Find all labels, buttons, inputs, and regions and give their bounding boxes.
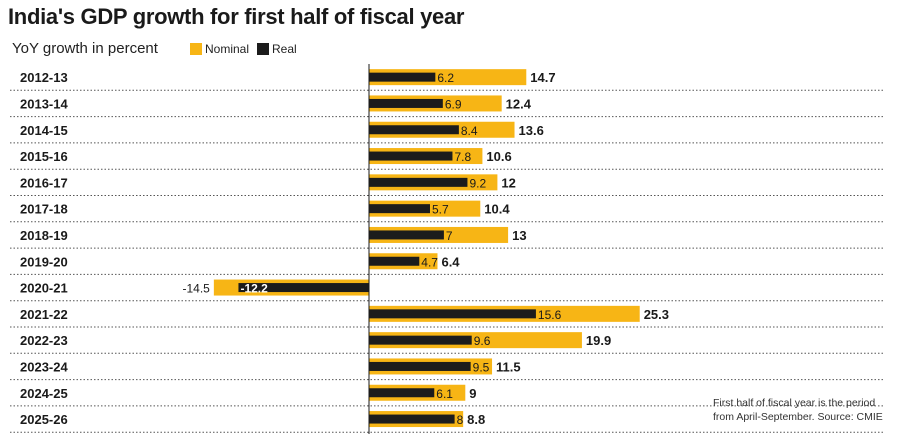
data-label-nominal: 25.3	[644, 307, 669, 322]
category-label: 2022-23	[20, 333, 68, 348]
bar-real	[369, 335, 472, 345]
legend-label-real: Real	[272, 42, 297, 56]
chart-title: India's GDP growth for first half of fis…	[8, 4, 465, 29]
data-label-nominal: 9	[469, 386, 476, 401]
bar-real	[369, 204, 430, 214]
legend-item-nominal: Nominal	[190, 42, 249, 56]
bar-real	[369, 309, 536, 319]
bar-real	[369, 72, 436, 82]
bar-real	[369, 125, 459, 135]
category-label: 2015-16	[20, 149, 68, 164]
category-label: 2021-22	[20, 307, 68, 322]
data-label-nominal: 10.6	[486, 149, 511, 164]
bar-real	[238, 283, 369, 293]
category-label: 2020-21	[20, 281, 68, 296]
data-label-real: 6.1	[436, 387, 453, 401]
legend-swatch-real	[257, 43, 270, 55]
data-label-nominal: 12.4	[506, 96, 532, 111]
data-label-nominal: 6.4	[441, 254, 460, 269]
data-label-real: 15.6	[538, 308, 562, 322]
data-label-real: 6.9	[445, 97, 462, 111]
category-label: 2023-24	[20, 359, 68, 374]
category-label: 2019-20	[20, 254, 68, 269]
data-label-nominal: 13	[512, 228, 526, 243]
data-label-real: 7.8	[454, 150, 471, 164]
category-label: 2017-18	[20, 202, 68, 217]
category-label: 2012-13	[20, 70, 68, 85]
source-note: First half of fiscal year is the period …	[713, 397, 883, 423]
data-label-real: 8.4	[461, 124, 478, 138]
data-label-nominal: -14.5	[182, 282, 210, 296]
data-label-real: 9.2	[469, 176, 486, 190]
category-label: 2013-14	[20, 96, 68, 111]
category-label: 2016-17	[20, 175, 68, 190]
data-label-nominal: 8.8	[467, 412, 485, 427]
bar-real	[369, 361, 471, 371]
category-label: 2014-15	[20, 123, 68, 138]
bar-real	[369, 98, 443, 108]
data-label-nominal: 19.9	[586, 333, 611, 348]
data-label-real: 8	[457, 413, 464, 427]
legend-label-nominal: Nominal	[205, 42, 250, 56]
bar-real	[369, 151, 453, 161]
data-label-real: 4.7	[421, 255, 438, 269]
data-label-nominal: 14.7	[530, 70, 555, 85]
data-label-real: 5.7	[432, 203, 449, 217]
bar-real	[369, 177, 468, 187]
category-label: 2025-26	[20, 412, 68, 427]
data-label-nominal: 10.4	[484, 202, 510, 217]
bar-real	[369, 388, 435, 398]
chart-subtitle: YoY growth in percent	[12, 40, 158, 57]
data-label-real: 6.2	[437, 71, 454, 85]
bar-real	[369, 414, 455, 424]
bar-real	[369, 230, 444, 240]
category-label: 2018-19	[20, 228, 68, 243]
data-label-real: 7	[446, 229, 453, 243]
data-label-nominal: 12	[501, 175, 515, 190]
bar-real	[369, 256, 420, 266]
data-label-real: 9.6	[474, 334, 491, 348]
legend-swatch-nominal	[190, 43, 202, 55]
category-label: 2024-25	[20, 386, 68, 401]
data-label-nominal: 13.6	[519, 123, 544, 138]
data-label-nominal: 11.5	[496, 359, 521, 374]
data-label-real: -12.2	[240, 282, 268, 296]
legend: Nominal Real	[190, 42, 305, 56]
data-label-real: 9.5	[473, 360, 490, 374]
legend-item-real: Real	[257, 42, 297, 56]
